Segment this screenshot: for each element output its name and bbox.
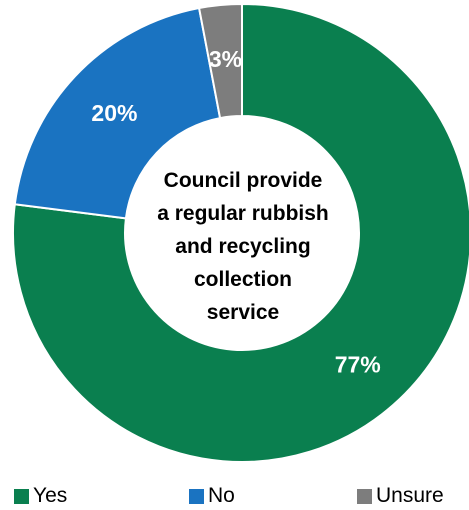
data-label-no: 20%	[91, 100, 137, 126]
slice-no[interactable]	[13, 6, 222, 220]
center-title-line-2: a regular rubbish	[157, 202, 329, 225]
legend-item-no[interactable]: No	[189, 484, 235, 508]
legend-item-yes[interactable]: Yes	[14, 484, 67, 508]
legend-item-unsure[interactable]: Unsure	[357, 484, 444, 508]
center-title: Council provide a regular rubbish and re…	[138, 164, 348, 329]
legend-swatch-unsure	[357, 488, 372, 504]
center-title-line-4: collection	[193, 268, 293, 291]
legend-swatch-no	[189, 488, 204, 504]
legend-label-yes: Yes	[33, 484, 68, 507]
data-label-unsure: 3%	[209, 46, 242, 72]
legend-swatch-yes	[14, 488, 29, 504]
legend-label-no: No	[208, 484, 235, 507]
center-title-line-5: service	[206, 301, 280, 324]
slice-yes[interactable]	[12, 2, 469, 463]
legend: Yes No Unsure	[0, 484, 469, 510]
data-label-yes: 77%	[335, 351, 381, 377]
legend-label-unsure: Unsure	[376, 484, 444, 507]
center-title-line-3: and recycling	[175, 235, 311, 258]
slice-unsure[interactable]	[197, 2, 243, 120]
center-title-line-1: Council provide	[163, 169, 323, 192]
